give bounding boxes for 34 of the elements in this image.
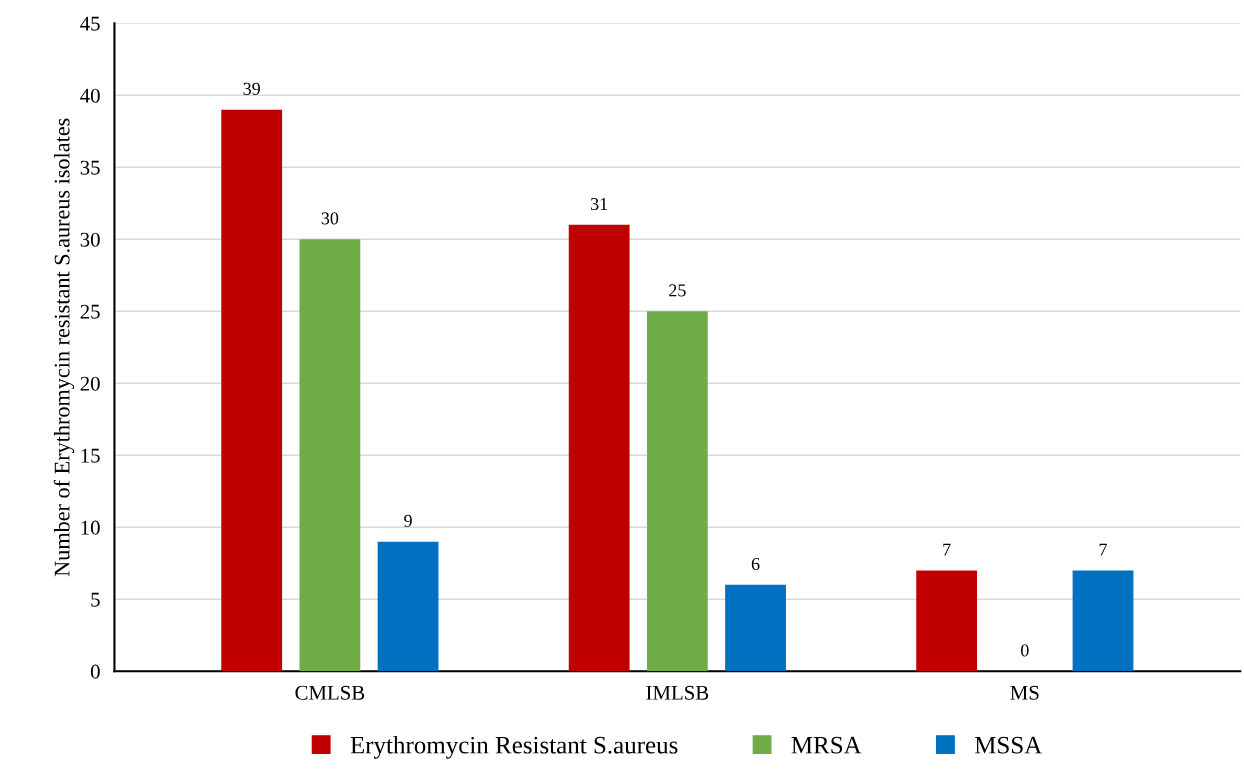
y-tick-label: 15 bbox=[81, 448, 100, 463]
data-label: 30 bbox=[321, 212, 339, 225]
data-label: 39 bbox=[243, 82, 260, 95]
bar bbox=[568, 224, 630, 672]
y-tick-label: 40 bbox=[80, 88, 100, 103]
legend-label: Erythromycin Resistant S.aureus bbox=[350, 736, 678, 759]
y-tick-label: 20 bbox=[80, 376, 100, 391]
y-tick-label: 0 bbox=[90, 664, 100, 679]
data-label: 7 bbox=[1099, 543, 1108, 556]
bar bbox=[646, 311, 708, 672]
x-tick-label: CMLSB bbox=[295, 685, 365, 700]
data-label: 0 bbox=[1021, 644, 1029, 657]
x-tick-label: MS bbox=[1010, 685, 1039, 700]
bar bbox=[377, 541, 439, 672]
y-tick-label: 30 bbox=[80, 232, 100, 247]
y-tick-label: 5 bbox=[91, 592, 100, 607]
legend-label: MRSA bbox=[791, 736, 862, 754]
bar bbox=[221, 109, 283, 672]
data-label: 9 bbox=[404, 514, 412, 527]
y-tick-label: 25 bbox=[80, 304, 100, 319]
x-tick-label: IMLSB bbox=[646, 685, 709, 700]
y-tick-label: 35 bbox=[80, 160, 100, 175]
bar bbox=[299, 239, 361, 672]
data-label: 31 bbox=[591, 197, 608, 211]
y-tick-label: 45 bbox=[80, 16, 100, 31]
y-axis-title: Number of Erythromycin resistant S.aureus isolates bbox=[53, 118, 75, 577]
bar bbox=[1072, 570, 1134, 672]
data-label: 25 bbox=[669, 284, 686, 297]
legend-label: MSSA bbox=[974, 736, 1043, 754]
y-tick-label: 10 bbox=[81, 520, 100, 535]
data-label: 7 bbox=[943, 543, 951, 556]
bar bbox=[725, 584, 786, 672]
bar bbox=[916, 570, 978, 672]
data-label: 6 bbox=[751, 557, 760, 571]
